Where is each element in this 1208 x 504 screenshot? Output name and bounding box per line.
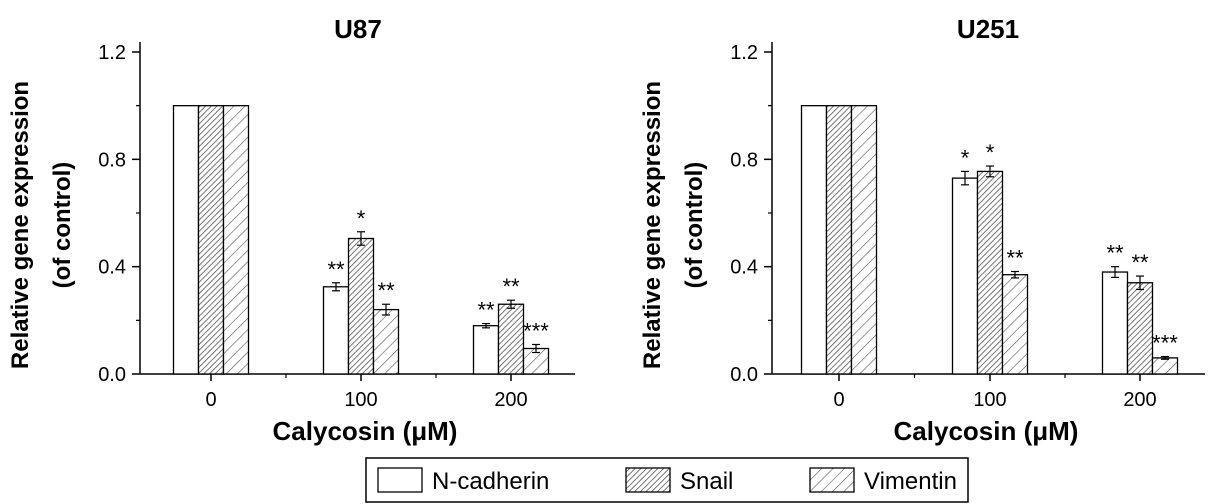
y-tick-label: 0.4 (730, 257, 758, 279)
x-axis-label: Calycosin (μM) (273, 416, 458, 446)
bar-n-cadherin-100 (322, 286, 350, 375)
chart-panel-u251: U251 0.0 0.4 0.8 1.2 Relative gene expression… (639, 14, 1205, 446)
legend-swatch-vimentin (809, 467, 855, 493)
significance-label: * (357, 206, 366, 231)
bar-vimentin-100 (1001, 274, 1029, 375)
bar-snail-200 (497, 303, 525, 375)
significance-label: ** (1131, 250, 1149, 275)
chart-title: U251 (957, 14, 1019, 44)
x-tick-label: 200 (494, 389, 527, 411)
significance-label: ** (477, 298, 495, 323)
significance-label: ** (502, 274, 520, 299)
significance-label: ** (377, 278, 395, 303)
y-tick-label: 0.0 (730, 364, 758, 386)
significance-label: *** (523, 318, 549, 343)
legend: N-cadherin Snail Vimentin (365, 457, 969, 503)
significance-label: * (986, 140, 995, 165)
y-axis-label-line1: Relative gene expression (7, 81, 34, 369)
significance-label: ** (1006, 245, 1024, 270)
y-axis-label-line2: (of control) (49, 162, 76, 289)
y-tick-label: 1.2 (98, 42, 126, 64)
bar-n-cadherin-200 (1101, 271, 1129, 375)
chart-title: U87 (334, 14, 382, 44)
chart-panels: U87 0.0 0.4 0.8 1.2 Relative gene expression (… (7, 14, 1205, 446)
y-tick-label: 1.2 (730, 42, 758, 64)
bar-n-cadherin-200 (472, 325, 500, 375)
x-axis-label: Calycosin (μM) (894, 416, 1079, 446)
y-tick-label: 0.4 (98, 257, 126, 279)
y-tick-label: 0.8 (98, 149, 126, 171)
bar-snail-100 (347, 237, 375, 375)
x-tick-label: 0 (205, 389, 216, 411)
y-axis-label-line1: Relative gene expression (639, 81, 666, 369)
bar-n-cadherin-0 (800, 105, 828, 375)
bar-n-cadherin-100 (951, 177, 979, 375)
bar-snail-200 (1126, 282, 1154, 375)
x-tick-label: 0 (833, 389, 844, 411)
x-tick-label: 200 (1123, 389, 1156, 411)
significance-label: *** (1152, 331, 1178, 356)
bar-snail-100 (976, 170, 1004, 375)
x-tick-label: 100 (344, 389, 377, 411)
x-tick-label: 100 (973, 389, 1006, 411)
bar-snail-0 (197, 105, 225, 375)
legend-label-snail: Snail (680, 468, 733, 495)
bar-snail-0 (825, 105, 853, 375)
legend-label-vimentin: Vimentin (864, 468, 957, 495)
significance-label: ** (327, 257, 345, 282)
legend-swatch-n-cadherin (377, 467, 423, 493)
legend-swatch-snail (625, 467, 671, 493)
y-tick-label: 0.8 (730, 149, 758, 171)
bar-n-cadherin-0 (172, 105, 200, 375)
chart-panel-u87: U87 0.0 0.4 0.8 1.2 Relative gene expression (… (7, 14, 575, 446)
bar-vimentin-200 (1151, 357, 1179, 375)
significance-label: ** (1106, 241, 1124, 266)
bar-vimentin-0 (850, 105, 878, 375)
legend-label-n-cadherin: N-cadherin (432, 468, 549, 495)
y-tick-label: 0.0 (98, 364, 126, 386)
y-axis-label-line2: (of control) (681, 162, 708, 289)
bar-vimentin-0 (222, 105, 250, 375)
significance-label: * (961, 145, 970, 170)
bar-vimentin-100 (372, 308, 400, 375)
